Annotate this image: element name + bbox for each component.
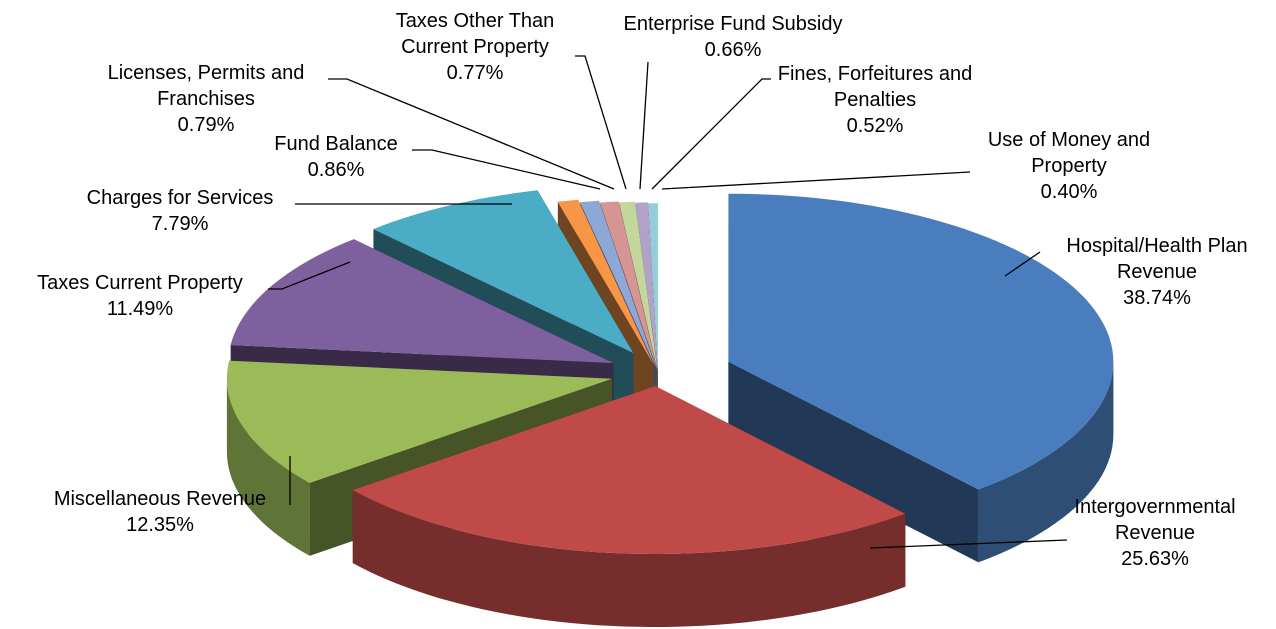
pie-slice-side — [352, 490, 906, 627]
slice-name-label: Current Property — [401, 36, 549, 58]
pie-slice-top — [226, 360, 612, 483]
slice-name-label: Revenue — [1117, 261, 1197, 283]
slice-percent-label: 25.63% — [1121, 548, 1189, 570]
leader-line — [268, 261, 351, 290]
slice-name-label: Intergovernmental — [1074, 496, 1235, 518]
leader-line — [1004, 251, 1041, 277]
slice-name-label: Miscellaneous Revenue — [54, 488, 266, 510]
slice-name-label: Licenses, Permits and — [108, 62, 305, 84]
pie-slice — [352, 386, 906, 627]
leader-line — [869, 539, 1068, 549]
pie-slice-top — [635, 202, 658, 371]
pie-slice-top — [352, 386, 906, 554]
pie-labels: Hospital/Health Plan Revenue 38.74% Intergo… — [37, 10, 1247, 570]
slice-percent-label: 38.74% — [1123, 287, 1191, 309]
slice-label: Taxes Current Property 11.49% — [37, 261, 351, 320]
slice-percent-label: 0.86% — [308, 159, 365, 181]
pie-slice-top — [557, 199, 654, 365]
slice-name-label: Enterprise Fund Subsidy — [623, 13, 842, 35]
slice-name-label: Use of Money and — [988, 129, 1150, 151]
slice-label: Licenses, Permits and Franchises 0.79% — [108, 62, 615, 190]
slice-name-label: Taxes Current Property — [37, 272, 243, 294]
pie-slice-wall — [728, 361, 979, 563]
slice-name-label: Fund Balance — [274, 133, 397, 155]
slice-label: Taxes Other Than Current Property 0.77% — [396, 10, 627, 190]
pie-slice-top — [580, 200, 656, 367]
pie-slice-top — [648, 203, 658, 372]
slice-percent-label: 7.79% — [152, 213, 209, 235]
slice-label: Miscellaneous Revenue 12.35% — [54, 456, 291, 536]
slice-name-label: Revenue — [1115, 522, 1195, 544]
slice-name-label: Charges for Services — [87, 187, 274, 209]
slice-label: Enterprise Fund Subsidy 0.66% — [623, 13, 843, 190]
leader-line — [661, 171, 971, 190]
slice-name-label: Fines, Forfeitures and — [778, 63, 973, 85]
pie-slice-side — [978, 361, 1114, 563]
leader-line — [575, 55, 627, 190]
slice-label: Fines, Forfeitures and Penalties 0.52% — [651, 63, 973, 190]
slice-percent-label: 12.35% — [126, 514, 194, 536]
slice-label: Charges for Services 7.79% — [87, 187, 512, 235]
slice-label: Intergovernmental Revenue 25.63% — [869, 496, 1236, 570]
slice-name-label: Hospital/Health Plan — [1066, 235, 1247, 257]
slice-name-label: Taxes Other Than — [396, 10, 555, 32]
pie-slice-top — [373, 190, 634, 354]
pie-slices — [226, 190, 1114, 627]
slice-percent-label: 11.49% — [107, 298, 174, 320]
slice-percent-label: 0.66% — [705, 39, 762, 61]
slice-percent-label: 0.77% — [447, 62, 504, 84]
slice-name-label: Property — [1031, 155, 1107, 177]
leader-line — [328, 78, 615, 190]
leader-line — [412, 149, 601, 190]
leader-line — [651, 78, 771, 190]
pie-slice-side — [226, 378, 310, 556]
pie-slice-top — [230, 239, 614, 364]
slice-percent-label: 0.79% — [178, 114, 235, 136]
slice-label: Hospital/Health Plan Revenue 38.74% — [1004, 235, 1248, 309]
slice-name-label: Penalties — [834, 89, 916, 111]
leader-line — [639, 61, 649, 190]
slice-percent-label: 0.52% — [847, 115, 904, 137]
slice-percent-label: 0.40% — [1041, 181, 1098, 203]
slice-label: Fund Balance 0.86% — [274, 133, 601, 190]
pie-slice-top — [600, 201, 657, 369]
slice-label: Use of Money and Property 0.40% — [661, 129, 1150, 203]
pie-slice-top — [619, 201, 658, 370]
slice-name-label: Franchises — [157, 88, 255, 110]
